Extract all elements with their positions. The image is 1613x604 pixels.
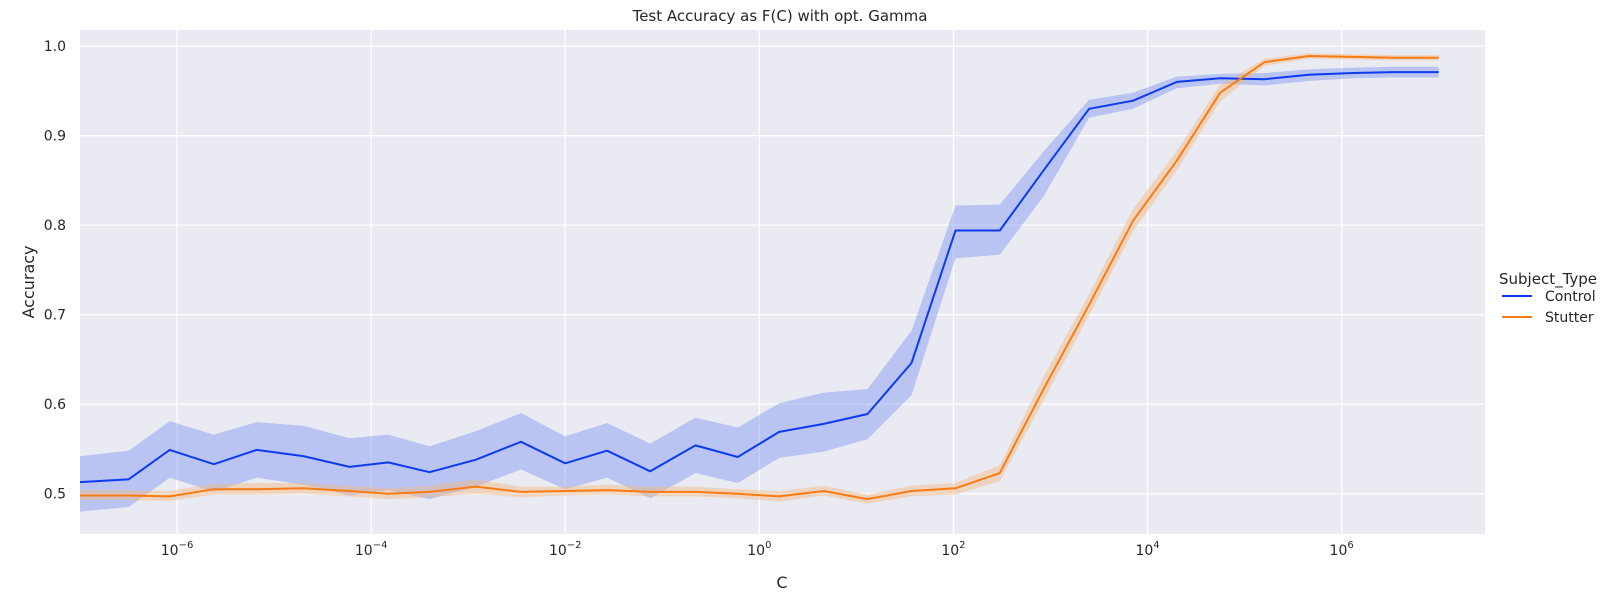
x-axis-label: C	[776, 573, 787, 592]
y-tick-label: 1.0	[44, 39, 66, 55]
x-tick-base: 10	[747, 543, 765, 559]
x-tick-label: 10−6	[161, 540, 194, 559]
confidence-band-control	[80, 66, 1439, 512]
x-tick-label: 106	[1330, 540, 1354, 559]
x-tick-label: 100	[747, 540, 771, 559]
legend: Subject_Type Control Stutter	[1499, 270, 1597, 326]
confidence-bands	[80, 53, 1439, 512]
series-line-control	[79, 71, 1439, 484]
x-tick-base: 10	[161, 543, 179, 559]
x-tick-labels: 10−6 10−4 10−2 100 102 104 106	[161, 540, 1354, 559]
y-tick-label: 0.6	[44, 397, 66, 413]
y-tick-label: 0.5	[44, 487, 66, 503]
y-tick-label: 0.9	[44, 129, 66, 145]
y-tick-label: 0.7	[44, 308, 66, 324]
y-tick-labels: 0.5 0.6 0.7 0.8 0.9 1.0	[44, 39, 66, 503]
plot-background	[80, 30, 1485, 534]
x-tick-base: 10	[941, 543, 959, 559]
legend-label-stutter: Stutter	[1545, 310, 1594, 326]
x-tick-exponent: 0	[765, 540, 771, 551]
x-tick-label: 10−4	[355, 540, 388, 559]
grid	[80, 30, 1485, 534]
x-tick-label: 102	[941, 540, 965, 559]
x-tick-base: 10	[549, 543, 567, 559]
x-tick-label: 10−2	[549, 540, 582, 559]
x-tick-exponent: 6	[1347, 540, 1353, 551]
x-tick-base: 10	[1330, 543, 1348, 559]
legend-title: Subject_Type	[1499, 270, 1597, 289]
series-line-stutter	[80, 55, 1439, 501]
x-tick-base: 10	[355, 543, 373, 559]
chart-title: Test Accuracy as F(C) with opt. Gamma	[632, 7, 928, 25]
x-tick-exponent: 2	[959, 540, 965, 551]
legend-items: Control Stutter	[1502, 289, 1596, 326]
y-tick-label: 0.8	[44, 218, 66, 234]
y-axis-label: Accuracy	[19, 245, 38, 318]
x-tick-exponent: −6	[179, 540, 194, 551]
x-tick-exponent: −4	[373, 540, 388, 551]
series-lines	[79, 55, 1439, 501]
x-tick-base: 10	[1135, 543, 1153, 559]
x-tick-exponent: 4	[1153, 540, 1159, 551]
x-tick-label: 104	[1135, 540, 1159, 559]
x-tick-exponent: −2	[567, 540, 582, 551]
legend-label-control: Control	[1545, 289, 1596, 305]
